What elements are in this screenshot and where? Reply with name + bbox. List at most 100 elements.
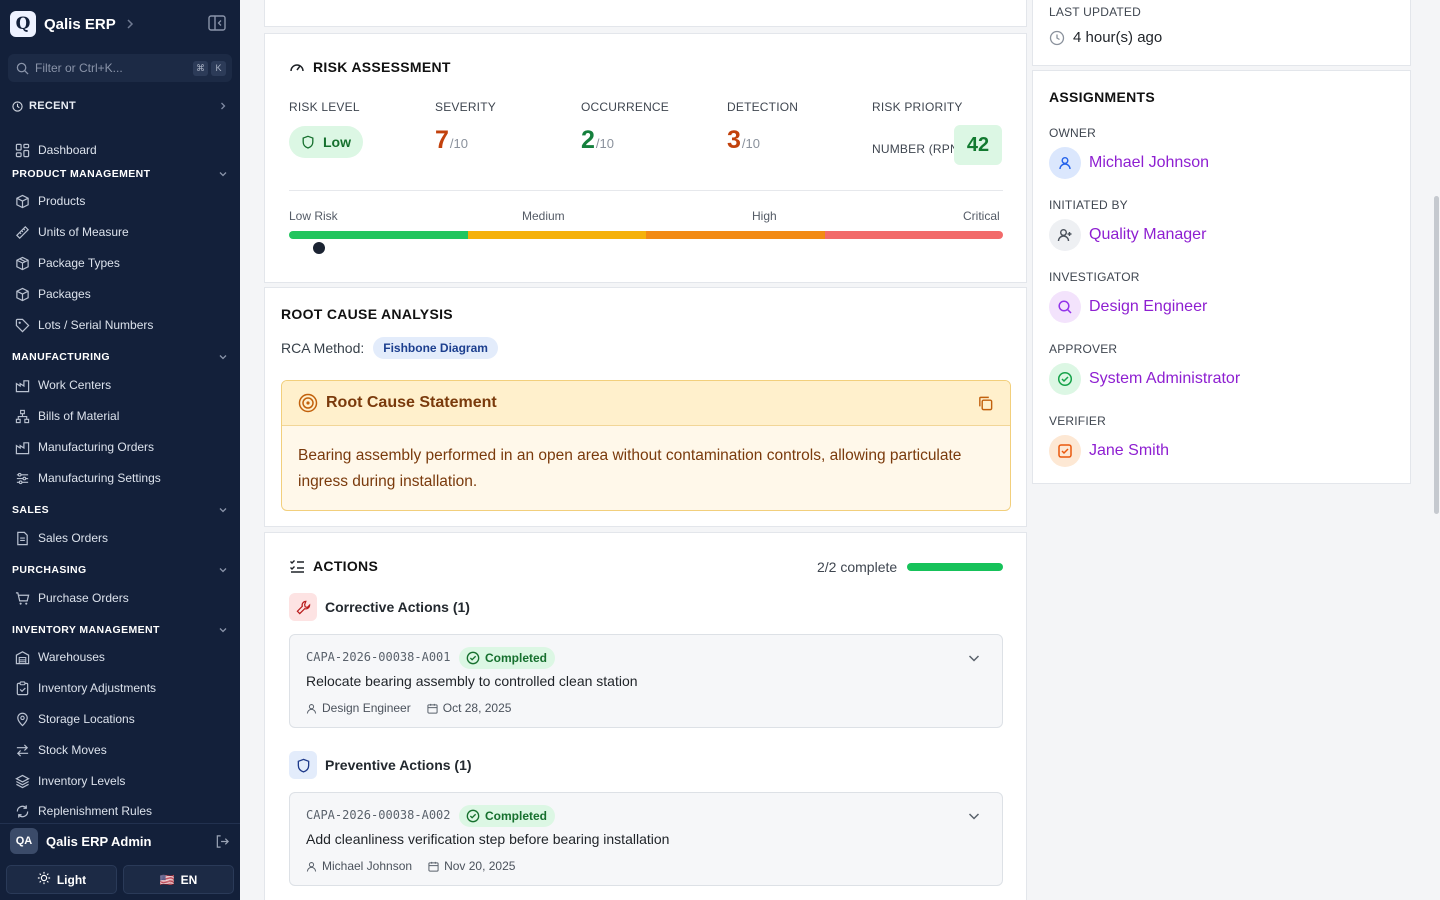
- sidebar-item-dashboard[interactable]: Dashboard: [14, 139, 230, 161]
- sidebar-item-label: Dashboard: [38, 143, 97, 157]
- section-manufacturing[interactable]: MANUFACTURING: [12, 349, 228, 365]
- layers-icon: [14, 773, 30, 789]
- last-updated-card: LAST UPDATED 4 hour(s) ago: [1032, 0, 1411, 66]
- sidebar-item-replenishment-rules[interactable]: Replenishment Rules: [14, 801, 230, 821]
- clock-icon: [1049, 30, 1065, 45]
- sidebar-item-products[interactable]: Products: [14, 190, 230, 212]
- checkbox-icon: [1049, 435, 1081, 467]
- check-circle-icon: [466, 651, 480, 665]
- owner-name[interactable]: Michael Johnson: [1089, 154, 1210, 171]
- risk-assessment-card: RISK ASSESSMENT RISK LEVEL SEVERITY OCCU…: [264, 33, 1027, 283]
- sidebar-item-label: Purchase Orders: [38, 591, 129, 605]
- approver-name[interactable]: System Administrator: [1089, 370, 1241, 387]
- user-profile[interactable]: QA Qalis ERP Admin: [10, 828, 230, 854]
- theme-toggle-button[interactable]: Light: [6, 865, 117, 894]
- clock-icon: [12, 100, 23, 112]
- sidebar-item-label: Replenishment Rules: [38, 804, 153, 818]
- initiated-by-row[interactable]: Quality Manager: [1049, 219, 1206, 251]
- sidebar-item-lots-serial-numbers[interactable]: Lots / Serial Numbers: [14, 314, 230, 336]
- sidebar-item-label: Packages: [38, 287, 91, 301]
- brand[interactable]: Q Qalis ERP: [10, 10, 136, 38]
- shortcut-key-cmd: ⌘: [193, 60, 208, 76]
- scale-label-medium: Medium: [522, 209, 565, 223]
- action-id: CAPA-2026-00038-A002: [306, 808, 451, 822]
- sidebar-item-units-of-measure[interactable]: Units of Measure: [14, 221, 230, 243]
- divider: [289, 190, 1003, 191]
- sidebar-item-package-types[interactable]: Package Types: [14, 252, 230, 274]
- occurrence-suffix: /10: [595, 136, 614, 151]
- ruler-icon: [14, 224, 30, 240]
- scrollbar-thumb[interactable]: [1434, 196, 1439, 514]
- initiated-by-name[interactable]: Quality Manager: [1089, 226, 1207, 243]
- sidebar-item-stock-moves[interactable]: Stock Moves: [14, 739, 230, 761]
- map-pin-icon: [14, 711, 30, 727]
- clipboard-check-icon: [14, 680, 30, 696]
- sidebar-item-manufacturing-orders[interactable]: Manufacturing Orders: [14, 436, 230, 458]
- investigator-row[interactable]: Design Engineer: [1049, 291, 1207, 323]
- sidebar-item-label: Warehouses: [38, 650, 105, 664]
- sidebar-item-label: Lots / Serial Numbers: [38, 318, 154, 332]
- last-updated-value: 4 hour(s) ago: [1073, 29, 1163, 46]
- check-circle-icon: [466, 809, 480, 823]
- risk-title: RISK ASSESSMENT: [313, 59, 451, 75]
- calendar-icon: [428, 861, 439, 872]
- chevron-down-icon: [219, 172, 227, 177]
- logout-icon[interactable]: [215, 834, 230, 849]
- action-due-date: Oct 28, 2025: [442, 701, 512, 715]
- dashboard-icon: [14, 142, 30, 158]
- sidebar-item-storage-locations[interactable]: Storage Locations: [14, 708, 230, 730]
- verifier-row[interactable]: Jane Smith: [1049, 435, 1169, 467]
- sidebar-item-warehouses[interactable]: Warehouses: [14, 646, 230, 668]
- severity-label: SEVERITY: [435, 100, 496, 114]
- chevron-down-icon[interactable]: [967, 651, 981, 665]
- language-button[interactable]: 🇺🇸 EN: [123, 865, 234, 894]
- severity-score: 7 /10: [435, 126, 468, 155]
- sidebar-item-bills-of-material[interactable]: Bills of Material: [14, 405, 230, 427]
- sidebar-item-label: Bills of Material: [38, 409, 120, 423]
- rca-method: RCA Method: Fishbone Diagram: [281, 337, 498, 359]
- details-card: [264, 0, 1027, 27]
- sidebar-item-packages[interactable]: Packages: [14, 283, 230, 305]
- section-product-management[interactable]: PRODUCT MANAGEMENT: [12, 166, 228, 182]
- verifier-name[interactable]: Jane Smith: [1089, 442, 1170, 459]
- section-inventory-management[interactable]: INVENTORY MANAGEMENT: [12, 622, 228, 638]
- sidebar-item-manufacturing-settings[interactable]: Manufacturing Settings: [14, 467, 230, 489]
- sidebar-item-purchase-orders[interactable]: Purchase Orders: [14, 587, 230, 609]
- last-updated-value-row: 4 hour(s) ago: [1049, 29, 1162, 46]
- sidebar-item-inventory-adjustments[interactable]: Inventory Adjustments: [14, 677, 230, 699]
- occurrence-label: OCCURRENCE: [581, 100, 670, 114]
- assignments-card: ASSIGNMENTS OWNER Michael Johnson INITIA…: [1032, 70, 1411, 484]
- root-cause-statement-title: Root Cause Statement: [326, 394, 497, 411]
- owner-row[interactable]: Michael Johnson: [1049, 147, 1209, 179]
- chevron-down-icon[interactable]: [967, 809, 981, 823]
- sidebar-item-sales-orders[interactable]: Sales Orders: [14, 527, 230, 549]
- tag-icon: [14, 317, 30, 333]
- section-purchasing[interactable]: PURCHASING: [12, 562, 228, 578]
- approver-row[interactable]: System Administrator: [1049, 363, 1240, 395]
- sidebar-item-inventory-levels[interactable]: Inventory Levels: [14, 770, 230, 792]
- recent-toggle[interactable]: RECENT: [12, 97, 228, 115]
- sidebar-item-label: Manufacturing Orders: [38, 440, 155, 454]
- root-cause-statement-text: Bearing assembly performed in an open ar…: [298, 447, 962, 490]
- sidebar-collapse-icon[interactable]: [208, 15, 226, 31]
- actions-progress-bar: [907, 563, 1003, 571]
- search-icon: [1049, 291, 1081, 323]
- sidebar-item-work-centers[interactable]: Work Centers: [14, 374, 230, 396]
- scale-label-critical: Critical: [963, 209, 1000, 223]
- user-icon: [306, 861, 317, 872]
- status-text: Completed: [485, 651, 548, 665]
- corrective-actions-header: Corrective Actions (1): [289, 593, 470, 621]
- section-sales[interactable]: SALES: [12, 502, 228, 518]
- copy-icon[interactable]: [977, 395, 994, 412]
- section-label: MANUFACTURING: [12, 351, 110, 363]
- detection-label: DETECTION: [727, 100, 799, 114]
- scale-segment-low: [289, 231, 468, 239]
- corrective-actions-label: Corrective Actions (1): [325, 599, 470, 615]
- detection-score: 3 /10: [727, 126, 760, 155]
- action-item[interactable]: CAPA-2026-00038-A002 Completed Add clean…: [289, 792, 1003, 886]
- last-updated-label: LAST UPDATED: [1049, 5, 1141, 19]
- investigator-name[interactable]: Design Engineer: [1089, 298, 1208, 315]
- sidebar-search-input[interactable]: [35, 61, 190, 75]
- sidebar-item-label: Inventory Levels: [38, 774, 126, 788]
- action-item[interactable]: CAPA-2026-00038-A001 Completed Relocate …: [289, 634, 1003, 728]
